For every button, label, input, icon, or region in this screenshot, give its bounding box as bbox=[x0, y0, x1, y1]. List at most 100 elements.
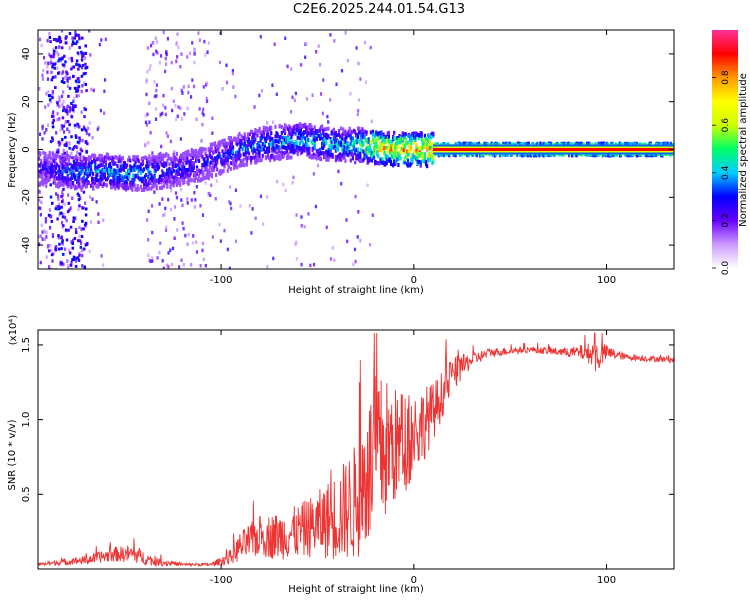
spectrogram-ridge-cell bbox=[152, 184, 155, 189]
spectrogram-speckle bbox=[41, 137, 44, 141]
spectrogram-ridge-cell bbox=[382, 132, 385, 137]
spectrogram-ridge-cell bbox=[56, 153, 59, 158]
spectrogram-ridge-cell bbox=[312, 155, 315, 160]
spectrogram-ridge-cell bbox=[92, 186, 95, 191]
spectrogram-speckle bbox=[64, 60, 67, 64]
spectrogram-speckle bbox=[65, 218, 68, 223]
spectrogram-speckle bbox=[61, 90, 65, 94]
spectrogram-speckle bbox=[85, 65, 89, 69]
spectrogram-ridge-cell bbox=[272, 142, 275, 147]
spectrogram-speckle bbox=[331, 246, 334, 250]
spectrogram-ridge-cell bbox=[54, 171, 58, 176]
spectrogram-speckle bbox=[305, 97, 309, 101]
spectrogram-speckle bbox=[159, 112, 162, 117]
spectrogram-speckle bbox=[54, 38, 58, 42]
spectrogram-ridge-cell bbox=[356, 132, 359, 137]
spectrogram-speckle bbox=[40, 200, 43, 205]
spectrogram-speckle bbox=[49, 54, 52, 58]
spectrogram-speckle bbox=[51, 115, 54, 119]
spectrogram-speckle bbox=[64, 228, 68, 232]
spectrogram-ridge-cell bbox=[352, 144, 356, 149]
spectrogram-speckle bbox=[81, 248, 84, 253]
spectrogram-speckle bbox=[82, 125, 85, 129]
spectrogram-ridge-cell bbox=[194, 154, 198, 159]
spectrogram-ridge-cell bbox=[94, 181, 97, 186]
spectrogram-ridge-cell bbox=[577, 141, 580, 146]
spectrogram-speckle bbox=[41, 73, 44, 78]
spectrogram-ridge-cell bbox=[142, 167, 146, 172]
spectrogram-speckle bbox=[155, 88, 158, 93]
spectrogram-ridge-cell bbox=[147, 157, 150, 162]
spectrogram-speckle bbox=[81, 84, 84, 88]
spectrogram-speckle bbox=[161, 111, 164, 116]
spectrogram-speckle bbox=[229, 201, 232, 206]
spectrogram-ridge-cell bbox=[430, 134, 433, 139]
spectrogram-speckle bbox=[147, 253, 150, 257]
snr-x-tick-label: 0 bbox=[411, 575, 417, 586]
spectrogram-ridge-cell bbox=[191, 155, 194, 160]
spectrogram-speckle bbox=[61, 225, 64, 230]
spectrogram-speckle bbox=[60, 94, 64, 99]
spectrogram-speckle bbox=[64, 247, 67, 251]
spectrogram-speckle bbox=[62, 106, 66, 110]
spectrogram-ridge-cell bbox=[283, 129, 287, 134]
spectrogram-ridge-cell bbox=[153, 179, 156, 184]
spectrogram-ridge-cell bbox=[300, 136, 304, 141]
spectrogram-ridge-cell bbox=[410, 156, 413, 161]
spectrogram-ridge-cell bbox=[240, 138, 243, 143]
spectrogram-speckle bbox=[44, 105, 47, 109]
spectrogram-speckle bbox=[74, 216, 77, 221]
spectrogram-speckle bbox=[53, 49, 56, 53]
spectrogram-speckle bbox=[84, 44, 88, 48]
spectrogram-speckle bbox=[66, 210, 70, 214]
spectrogram-ridge-cell bbox=[85, 177, 88, 182]
spectrogram-ridge-cell bbox=[276, 132, 279, 137]
spectrogram-speckle bbox=[155, 40, 159, 44]
spectrogram-ridge-cell bbox=[76, 159, 79, 164]
spectrogram-speckle bbox=[170, 262, 174, 267]
spectrogram-speckle bbox=[329, 257, 333, 261]
spectrogram-speckle bbox=[161, 103, 165, 108]
spectrogram-ridge-cell bbox=[350, 130, 353, 135]
spectrogram-ridge-cell bbox=[110, 165, 113, 170]
spectrogram-ridge-cell bbox=[304, 129, 307, 134]
spectrogram-ridge-cell bbox=[322, 128, 325, 133]
spectrogram-ridge-cell bbox=[346, 140, 349, 145]
spectrogram-ridge-cell bbox=[130, 168, 133, 173]
spectrogram-ridge-cell bbox=[216, 144, 219, 149]
spectrogram-speckle bbox=[165, 225, 168, 230]
spectrogram-speckle bbox=[55, 192, 58, 196]
spectrogram-ridge-cell bbox=[301, 134, 305, 139]
spectrogram-speckle bbox=[225, 80, 229, 85]
spectrogram-speckle bbox=[75, 59, 79, 63]
spectrogram-ridge-cell bbox=[43, 180, 46, 185]
spectrogram-speckle bbox=[73, 96, 76, 101]
spectrogram-speckle bbox=[288, 141, 291, 145]
spectrogram-speckle bbox=[202, 85, 205, 89]
spectrogram-speckle bbox=[309, 263, 312, 268]
spectrogram-ridge-cell bbox=[341, 156, 344, 161]
spectrogram-speckle bbox=[68, 251, 72, 255]
spectrogram-ridge-cell bbox=[328, 154, 331, 159]
spectrogram-ridge-cell bbox=[251, 148, 254, 153]
spectrogram-ridge-cell bbox=[335, 156, 339, 161]
spectrogram-ridge-cell bbox=[372, 155, 376, 160]
spectrogram-speckle bbox=[311, 93, 314, 97]
spectrogram-ridge-cell bbox=[223, 161, 226, 166]
spectrogram-ridge-cell bbox=[80, 169, 83, 174]
spectrogram-ridge-cell bbox=[269, 135, 272, 140]
spectrogram-speckle bbox=[84, 128, 88, 132]
spectrogram-ridge-cell bbox=[365, 130, 368, 135]
spectrogram-speckle bbox=[60, 236, 63, 240]
spectrogram-speckle bbox=[103, 78, 107, 82]
spectrogram-speckle bbox=[203, 39, 206, 44]
spectrogram-ridge-cell bbox=[170, 181, 173, 186]
spectrogram-ridge-cell bbox=[148, 154, 151, 159]
spectrogram-speckle bbox=[76, 88, 79, 92]
spectrogram-ridge-cell bbox=[300, 147, 304, 152]
spectrogram-speckle bbox=[61, 239, 64, 243]
spectrogram-ridge-cell bbox=[268, 142, 271, 147]
spectrogram-speckle bbox=[153, 94, 156, 99]
spectrogram-speckle bbox=[307, 212, 310, 216]
